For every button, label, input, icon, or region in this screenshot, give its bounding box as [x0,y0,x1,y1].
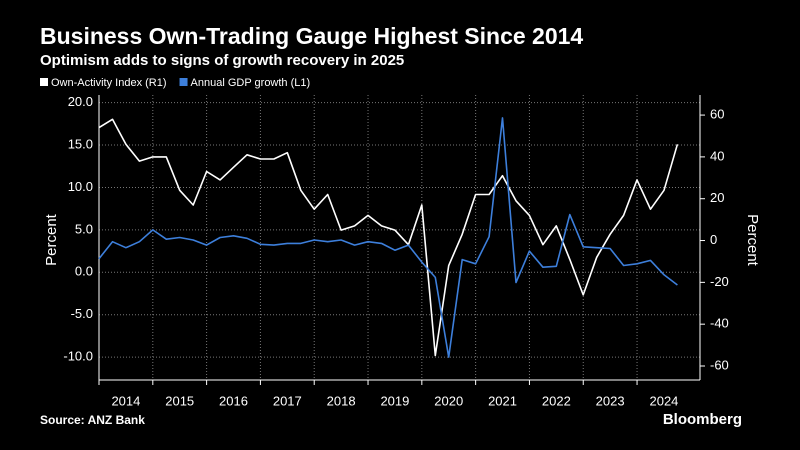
series-line [98,117,678,358]
legend-swatch [179,78,188,86]
y2-axis-label: Percent [744,214,761,267]
x-tick-label: 2018 [327,393,356,408]
y2-tick-label: 40 [710,148,724,163]
x-tick-label: 2022 [542,393,571,408]
y-tick-label: 15.0 [68,136,93,151]
y2-tick-label: 0 [710,232,717,247]
y-tick-label: -10.0 [63,349,93,364]
y-axis-label: Percent [43,213,60,266]
chart-subtitle: Optimism adds to signs of growth recover… [40,52,404,69]
x-tick-label: 2024 [649,393,678,408]
x-tick-label: 2021 [488,393,517,408]
y2-tick-label: -20 [710,274,729,289]
y-tick-label: 10.0 [68,179,93,194]
x-tick-label: 2023 [596,393,625,408]
chart-title: Business Own-Trading Gauge Highest Since… [40,23,583,49]
x-tick-label: 2019 [380,393,409,408]
y2-tick-label: -40 [710,316,729,331]
legend-label: Own-Activity Index (R1) [51,77,167,89]
y-tick-label: 20.0 [68,94,93,109]
series-line [98,118,679,357]
x-tick-label: 2014 [111,393,140,408]
brand: Bloomberg [663,411,742,428]
x-tick-label: 2017 [273,393,302,408]
legend-label: Annual GDP growth (L1) [191,77,311,89]
x-tick-label: 2020 [434,393,463,408]
source: Source: ANZ Bank [40,413,145,427]
y2-tick-label: 20 [710,190,724,205]
y-tick-label: 0.0 [75,264,93,279]
y2-tick-label: -60 [710,357,729,372]
x-tick-label: 2016 [219,393,248,408]
legend-swatch [40,78,48,86]
y-tick-label: -5.0 [71,306,93,321]
y2-tick-label: 60 [710,107,724,122]
x-tick-label: 2015 [165,393,194,408]
y-tick-label: 5.0 [75,221,93,236]
